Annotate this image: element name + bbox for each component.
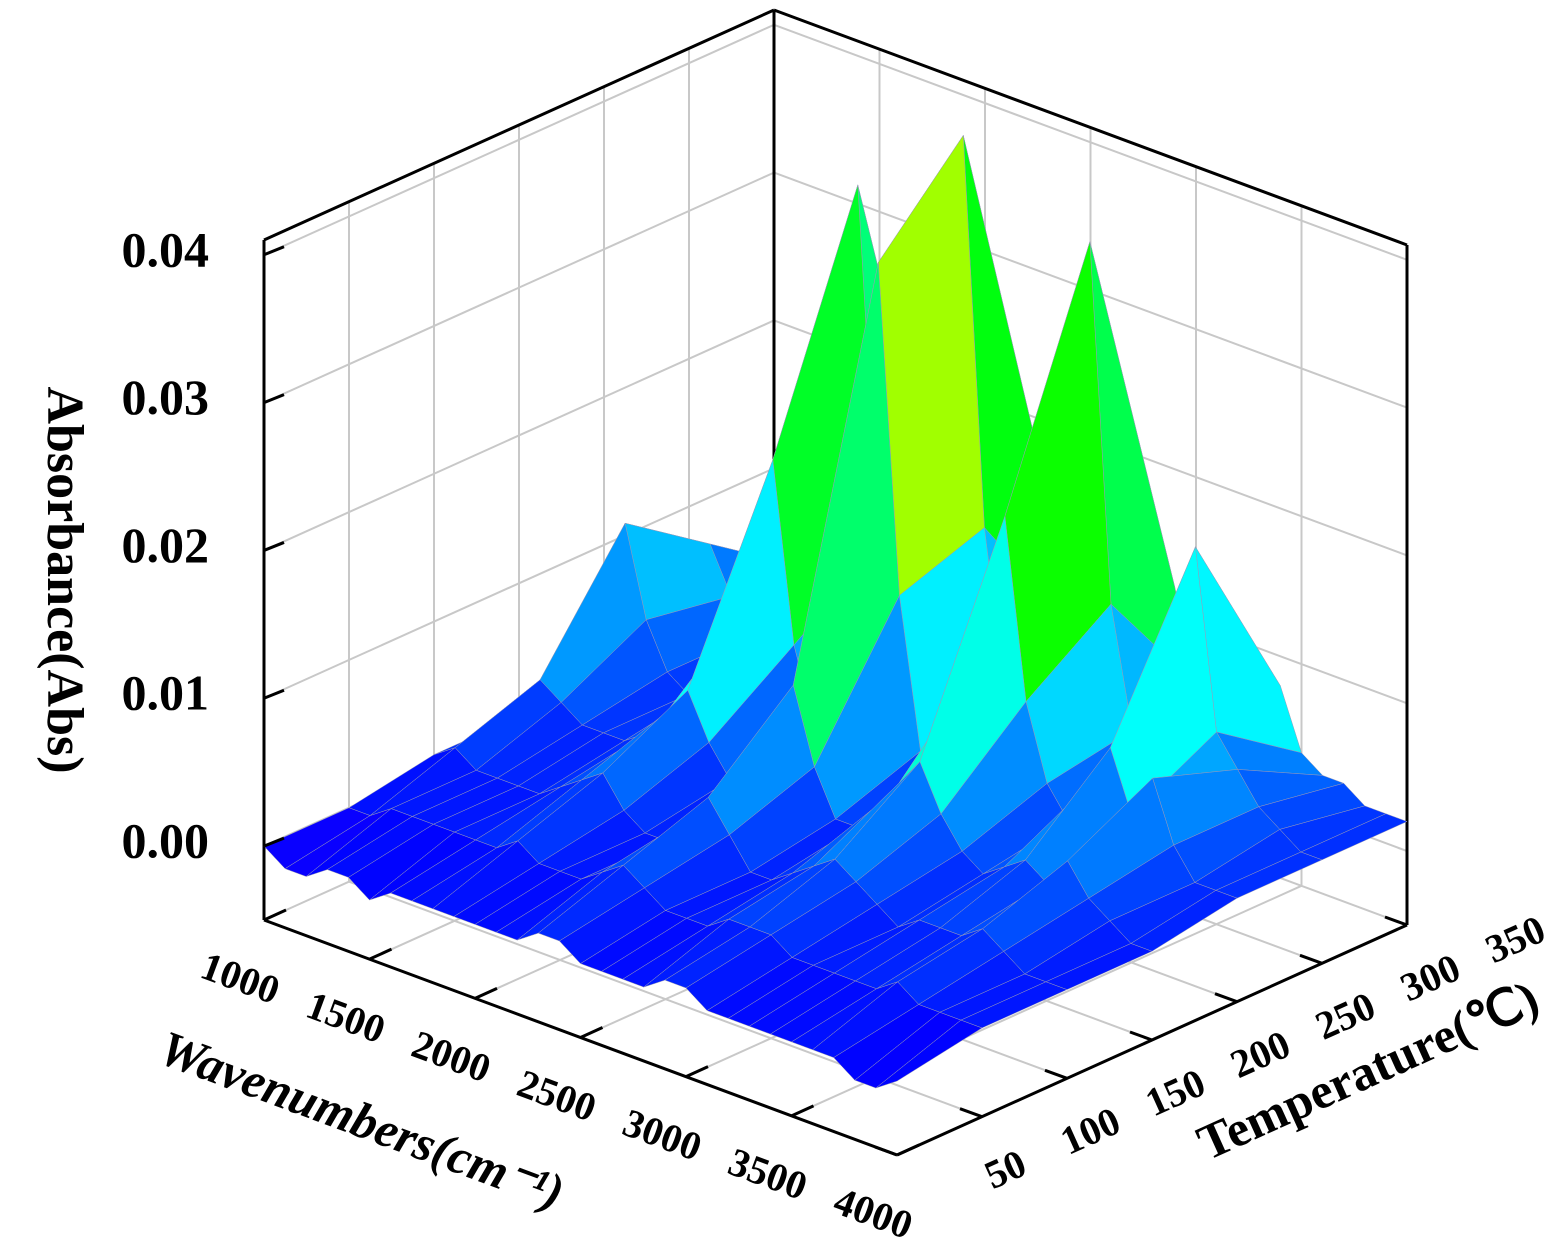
surface-cell [875, 1019, 983, 1089]
tick-mark [1299, 953, 1323, 965]
tick-mark [1129, 1030, 1153, 1042]
x-tick-label: 3500 [723, 1139, 814, 1209]
tick-mark [263, 541, 285, 552]
tick-mark [579, 1026, 604, 1039]
tick-mark [896, 1143, 920, 1157]
x-tick-label: 1500 [301, 982, 392, 1052]
tick-mark [1044, 1068, 1068, 1080]
x-tick-label: 3000 [617, 1100, 708, 1170]
z-tick-label: 0.02 [122, 517, 210, 573]
x-tick-label: 4000 [828, 1178, 919, 1248]
y-tick-label: 50 [978, 1140, 1033, 1197]
tick-mark [790, 1104, 815, 1118]
tick-mark [368, 947, 393, 961]
x-tick-label: 2500 [512, 1060, 603, 1130]
y-tick-label: 350 [1479, 906, 1552, 972]
tick-mark [685, 1065, 709, 1079]
tick-mark [263, 393, 285, 405]
tick-mark [1214, 992, 1238, 1004]
tick-mark [1384, 915, 1408, 927]
z-tick-label: 0.03 [122, 369, 210, 425]
tick-mark [474, 986, 498, 1000]
z-tick-label: 0.04 [122, 221, 210, 277]
tick-mark [959, 1107, 983, 1119]
x-tick-label: 1000 [195, 943, 286, 1013]
x-tick-label: 2000 [406, 1021, 497, 1091]
tick-mark [263, 836, 285, 848]
axis-line [263, 8, 775, 242]
axis-line [773, 8, 1408, 247]
x-axis-title: Wavenumbers(cm⁻¹) [152, 1019, 571, 1220]
tick-mark [263, 688, 285, 700]
tick-mark [874, 1145, 898, 1157]
tick-mark [263, 245, 285, 257]
y-tick-label: 100 [1054, 1098, 1127, 1164]
z-tick-label: 0.01 [122, 665, 210, 721]
z-axis-title: Absorbance(Abs) [36, 386, 93, 773]
tick-mark [263, 908, 287, 922]
z-tick-label: 0.00 [122, 813, 210, 869]
